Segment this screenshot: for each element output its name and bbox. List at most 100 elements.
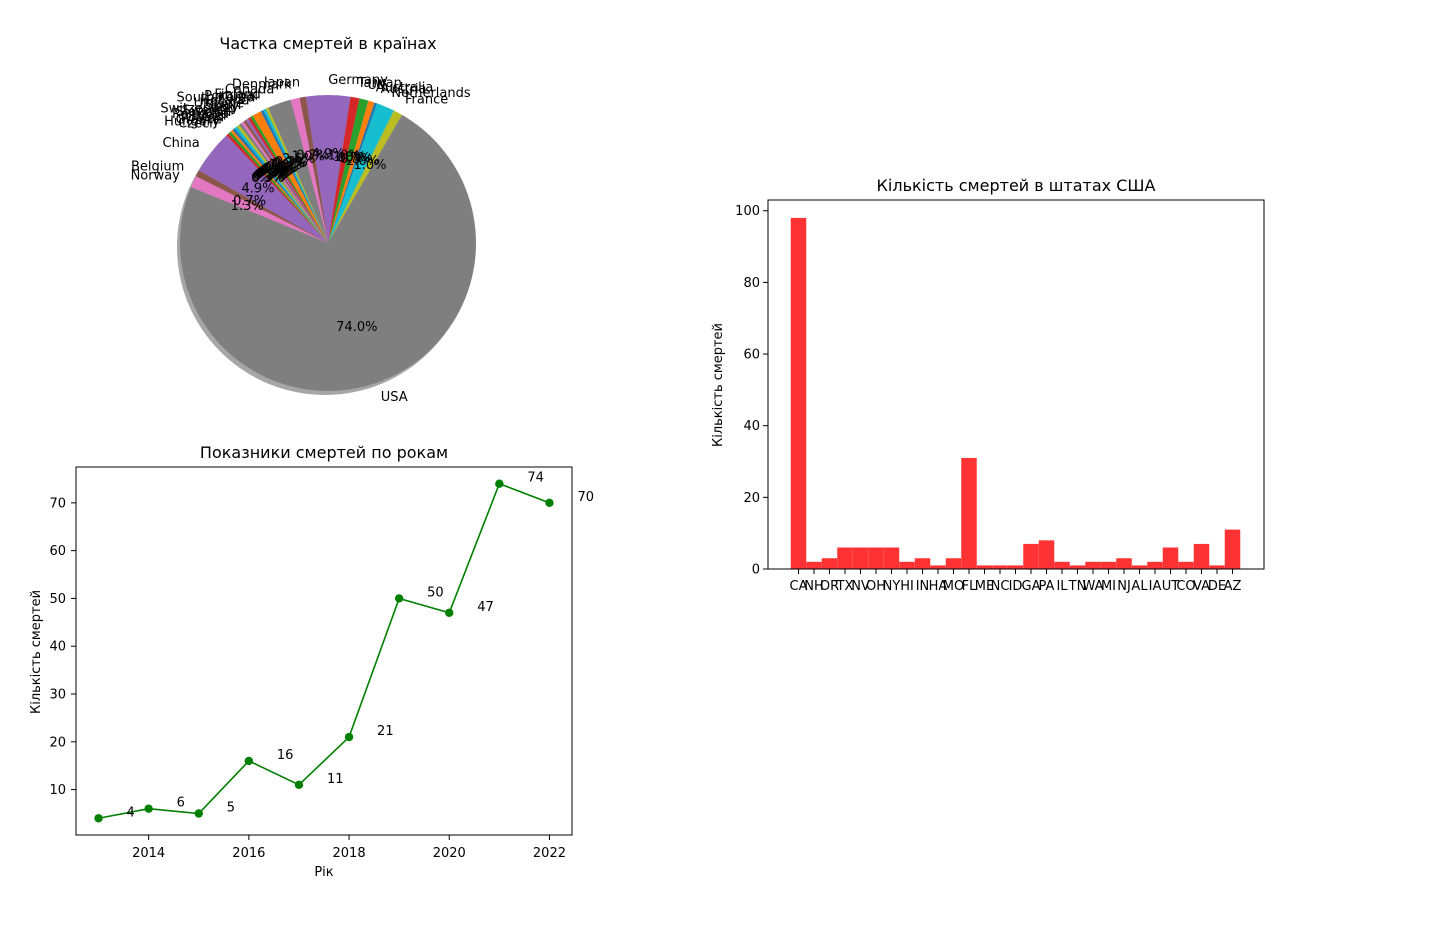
pie-slice xyxy=(290,97,328,244)
pie-slice-label: Denmark xyxy=(232,77,292,92)
pie-pct-label: 1.0% xyxy=(333,150,366,165)
line-axes-frame xyxy=(75,466,573,836)
pie-pct-label: 0.3% xyxy=(273,156,306,171)
bar-x-tick-label: UT xyxy=(1162,579,1180,594)
pie-slice xyxy=(180,114,477,392)
bar xyxy=(806,561,822,569)
pie-slice-label: UK xyxy=(368,78,387,93)
line-y-ticks: 10 20 30 40 50 60 70 xyxy=(49,496,76,798)
bar-x-tick-label: NY xyxy=(883,579,901,594)
pie-pct-label: 0.3% xyxy=(252,170,285,185)
pie-slice xyxy=(328,96,360,243)
line-points xyxy=(94,479,554,823)
bar-x-tick-label: TN xyxy=(1068,579,1087,594)
bar-x-tick-label: AZ xyxy=(1224,579,1242,594)
pie-pct-label: 0.3% xyxy=(275,155,308,170)
bar xyxy=(1193,543,1210,569)
pie-slice xyxy=(195,170,328,243)
pie-slice-label: Greece xyxy=(176,113,222,128)
bar xyxy=(883,547,900,569)
pie-slice xyxy=(263,108,328,243)
bar xyxy=(1131,565,1148,569)
pie-slice xyxy=(239,123,328,243)
pie-slice xyxy=(305,94,351,243)
line-x-tick-label: 2022 xyxy=(533,846,566,861)
bar-y-tick-label: 60 xyxy=(743,348,760,363)
pie-slice-label: Romania xyxy=(172,107,229,122)
pie-pct-label: 0.3% xyxy=(257,166,290,181)
line-annotation: 70 xyxy=(577,490,594,505)
line-annotation: 5 xyxy=(227,800,235,815)
pie-slice xyxy=(328,110,402,243)
bar-x-tick-label: AL xyxy=(1131,579,1148,594)
bar xyxy=(1116,558,1132,569)
bar-x-tick-label: HA xyxy=(929,579,948,594)
bar-title: Кількість смертей в штатах США xyxy=(877,176,1156,195)
pie-pct-label: 0.3% xyxy=(266,160,299,175)
line-x-tick-label: 2014 xyxy=(132,846,165,861)
pie-pct-label: 0.3% xyxy=(264,161,297,176)
bar xyxy=(1054,561,1070,569)
bar-x-tick-label: GA xyxy=(1022,579,1041,594)
pie-slice xyxy=(328,102,378,244)
pie-slices xyxy=(180,94,477,392)
pie-slice xyxy=(190,176,328,243)
bar-x-tick-label: ME xyxy=(975,579,994,594)
line-y-tick-label: 30 xyxy=(49,688,66,703)
pie-slice xyxy=(230,129,328,243)
bar xyxy=(821,558,838,569)
bar-x-tick-label: NH xyxy=(804,579,824,594)
line-annotation: 47 xyxy=(477,600,494,615)
pie-pct-label: 1.0% xyxy=(353,158,386,173)
line-title: Показники смертей по рокам xyxy=(200,443,448,462)
pie-pct-label: 0.3% xyxy=(255,168,288,183)
bar xyxy=(852,547,869,569)
line-chart: Показники смертей по рокам 10 20 30 40 50 60 7… xyxy=(29,443,594,880)
bar-x-tick-label: TX xyxy=(836,579,854,594)
bar-x-tick-label: ID xyxy=(1009,579,1023,594)
line-x-ticks: 2014 2016 2018 2020 2022 xyxy=(132,835,566,861)
bar xyxy=(790,217,807,569)
pie-slice-label: Israel xyxy=(191,109,227,124)
pie-slice-label: France xyxy=(405,93,448,108)
pie-slice-label: Spain xyxy=(205,98,241,113)
bar-x-tick-label: FL xyxy=(962,579,977,594)
pie-pct-label: 1.0% xyxy=(269,158,302,173)
pie-slice-label: Sweden xyxy=(182,103,233,118)
bar xyxy=(1178,561,1194,569)
pie-pct-label: 4.9% xyxy=(241,181,274,196)
bar xyxy=(837,547,853,569)
bar xyxy=(1209,565,1225,569)
pie-slice xyxy=(268,99,328,243)
line-point xyxy=(294,780,304,790)
line-y-tick-label: 70 xyxy=(49,496,66,511)
bar xyxy=(1038,540,1055,569)
pie-slice-label: China xyxy=(163,136,200,151)
bar-x-tick-label: MO xyxy=(943,579,964,594)
bar xyxy=(945,558,962,569)
pie-slice xyxy=(250,115,328,243)
pie-slice-label: Czech xyxy=(178,117,217,132)
line-annotation: 50 xyxy=(427,585,444,600)
pie-slice xyxy=(236,124,328,243)
pie-slice xyxy=(328,103,394,243)
bar-x-tick-label: IN xyxy=(916,579,930,594)
bar-chart: Кількість смертей в штатах США 0 20 40 60 80… xyxy=(711,176,1265,594)
pie-pct-label: 0.3% xyxy=(251,171,284,186)
pie-slice-label: Finland xyxy=(214,88,260,103)
pie-pct-label: 0.7% xyxy=(233,194,266,209)
bar xyxy=(1224,529,1241,569)
pie-slice-label: Poland xyxy=(181,111,224,126)
pie-slice-label: Slovenia xyxy=(176,105,231,120)
pie-pct-label: 0.3% xyxy=(272,157,305,172)
line-y-tick-label: 10 xyxy=(49,783,66,798)
bar xyxy=(899,561,915,569)
bar-y-tick-label: 100 xyxy=(735,204,760,219)
pie-slice-label: Australia xyxy=(376,80,434,95)
bar-x-tick-label: MI xyxy=(1101,579,1116,594)
bar-x-tick-label: OR xyxy=(820,579,839,594)
pie-pct-label: 0.7% xyxy=(338,151,371,166)
